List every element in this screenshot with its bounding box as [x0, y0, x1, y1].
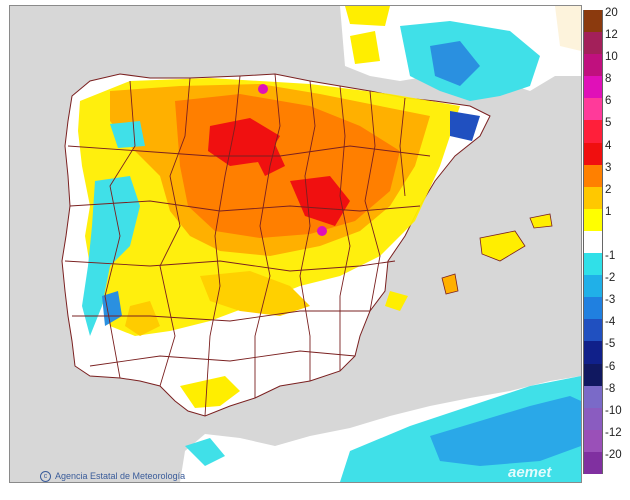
legend-label: 8: [605, 73, 612, 86]
anomaly-plus1-zone: [385, 291, 408, 311]
alps-land: [555, 6, 581, 51]
legend-label: 20: [605, 7, 618, 19]
balearic-island-mallorca: [479, 230, 526, 262]
legend-swatch: [583, 32, 603, 55]
province-borders: [64, 73, 431, 417]
anomaly-minus1-zone: [185, 438, 225, 466]
legend-label: -3: [605, 294, 616, 307]
legend-label: -2: [605, 272, 616, 285]
anomaly-minus1-zone: [110, 121, 145, 148]
legend-swatch: [583, 54, 603, 77]
anomaly-plus2-zone: [125, 301, 160, 336]
legend-swatch: [583, 164, 603, 188]
anomaly-minus2-zone: [430, 396, 581, 466]
anomaly-plus8-spot: [317, 226, 327, 236]
legend-swatch: [583, 297, 603, 320]
anomaly-minus4-patch: [450, 111, 480, 141]
legend-label: 10: [605, 51, 618, 64]
anomaly-plus4-patch: [250, 144, 285, 176]
legend-swatch: [583, 253, 603, 276]
aemet-watermark-logo: aemet: [508, 464, 552, 481]
legend-label: -5: [605, 338, 616, 351]
legend-swatch: [583, 10, 603, 33]
legend-label: 4: [605, 139, 612, 152]
legend-label: 2: [605, 183, 612, 196]
anomaly-plus1-zone: [180, 376, 240, 408]
copyright-icon: c: [40, 471, 51, 482]
legend-label: -12: [605, 426, 622, 439]
anomaly-minus3-patch: [430, 41, 480, 86]
agency-credit-text: Agencia Estatal de Meteorología: [55, 471, 186, 481]
legend-label: 1: [605, 205, 612, 218]
legend-swatch: [583, 76, 603, 99]
legend-label: 5: [605, 117, 612, 130]
legend-label: -4: [605, 316, 616, 329]
legend-label: -6: [605, 360, 616, 373]
anomaly-plus1-zone: [350, 31, 380, 64]
legend-label: 12: [605, 29, 618, 42]
anomaly-minus3-patch: [102, 291, 122, 326]
anomaly-plus2-zone: [200, 271, 310, 316]
legend-swatch: [583, 208, 603, 232]
legend-swatch: [583, 142, 603, 166]
legend-swatch: [583, 407, 603, 431]
legend-swatch: [583, 341, 603, 365]
legend-swatch: [583, 363, 603, 387]
anomaly-minus1-zone: [82, 176, 140, 336]
legend-swatch: [583, 98, 603, 121]
anomaly-map: aemet c Agencia Estatal de Meteorología: [9, 5, 582, 483]
anomaly-plus1-zone: [345, 6, 390, 26]
legend-label: -10: [605, 404, 622, 417]
balearic-island-ibiza: [441, 273, 459, 295]
legend-label: -8: [605, 382, 616, 395]
balearic-island-menorca: [529, 213, 553, 229]
legend-label: 6: [605, 95, 612, 108]
legend-swatch: [583, 230, 603, 254]
legend-label: -20: [605, 448, 622, 461]
legend-swatch: [583, 186, 603, 210]
legend-swatch: [583, 319, 603, 342]
color-legend: 20 12 10 8 6 5 4 3 2 1 -1 -2 -3 -4 -5 -6 -8 -10 -12 -20: [583, 7, 628, 475]
agency-credit: c Agencia Estatal de Meteorología: [40, 471, 185, 482]
legend-swatch: [583, 120, 603, 144]
legend-label: 3: [605, 161, 612, 174]
legend-swatch: [583, 451, 603, 475]
legend-swatch: [583, 275, 603, 298]
map-canvas: [10, 6, 581, 482]
legend-label: -1: [605, 250, 616, 263]
anomaly-plus4-patch: [290, 176, 350, 226]
anomaly-plus8-spot: [258, 84, 268, 94]
legend-swatch: [583, 429, 603, 453]
legend-swatch: [583, 385, 603, 409]
